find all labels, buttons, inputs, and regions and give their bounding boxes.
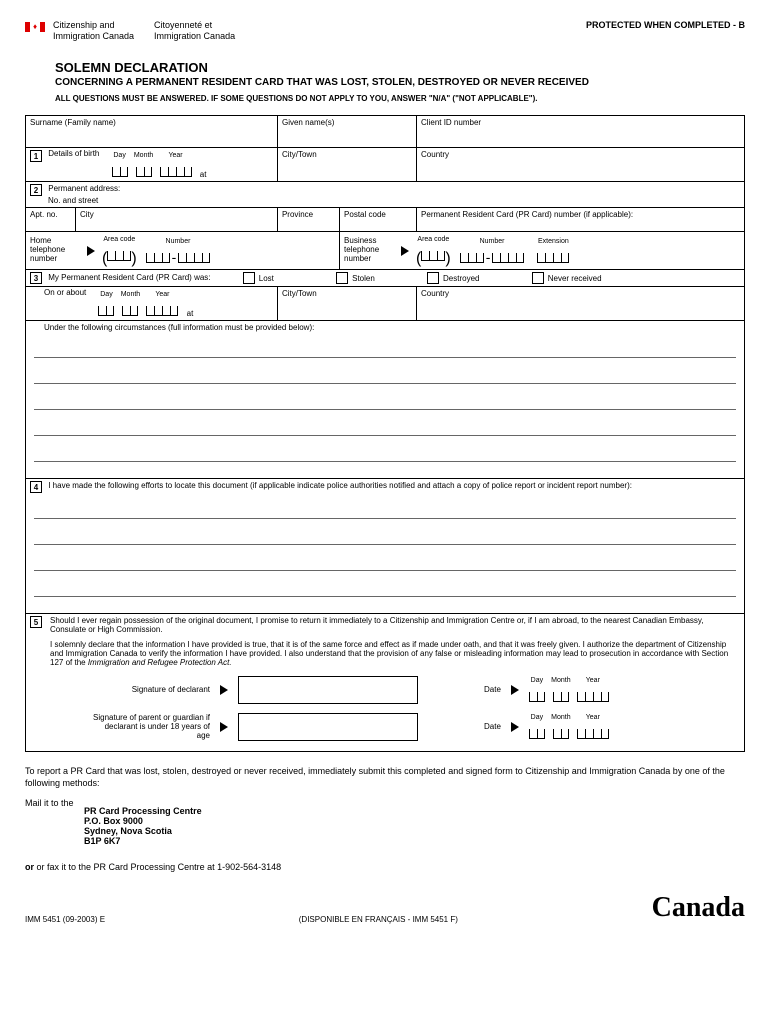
regain-text: Should I ever regain possession of the o…	[50, 616, 740, 634]
solemn-text: I solemnly declare that the information …	[50, 640, 740, 667]
form-number: IMM 5451 (09-2003) E	[25, 915, 105, 924]
page-footer: IMM 5451 (09-2003) E (DISPONIBLE EN FRAN…	[25, 892, 745, 924]
never-received-checkbox[interactable]	[532, 272, 544, 284]
form-title: SOLEMN DECLARATION	[55, 60, 745, 75]
business-phone-field[interactable]: Business telephone number Area code() Nu…	[340, 231, 745, 270]
city-field[interactable]: City	[76, 207, 278, 231]
form-table: Surname (Family name) Given name(s) Clie…	[25, 115, 745, 753]
french-availability: (DISPONIBLE EN FRANÇAIS - IMM 5451 F)	[299, 915, 458, 924]
footer-report-text: To report a PR Card that was lost, stole…	[25, 766, 745, 789]
incident-country-field[interactable]: Country	[417, 287, 745, 321]
mail-instruction: Mail it to the PR Card Processing Centre…	[25, 798, 745, 854]
lost-checkbox[interactable]	[243, 272, 255, 284]
client-id-field[interactable]: Client ID number	[417, 115, 745, 147]
pr-card-status-row: 3 My Permanent Resident Card (PR Card) w…	[26, 270, 745, 287]
postal-field[interactable]: Postal code	[340, 207, 417, 231]
section-3-number: 3	[30, 272, 42, 284]
arrow-icon	[511, 722, 519, 732]
form-subtitle: CONCERNING A PERMANENT RESIDENT CARD THA…	[55, 77, 745, 88]
on-about-date-field[interactable]: On or about Day Month Year at	[26, 287, 278, 321]
declarant-signature-row: Signature of declarant Date Day Month Ye…	[90, 675, 740, 704]
dept-en-line1: Citizenship and	[53, 20, 134, 31]
dob-row[interactable]: 1 Details of birth Day Month Year at	[26, 147, 278, 181]
declaration-section: 5 Should I ever regain possession of the…	[26, 614, 745, 752]
guardian-signature-row: Signature of parent or guardian if decla…	[90, 712, 740, 741]
dept-logo-section: Citizenship and Immigration Canada Citoy…	[25, 20, 235, 42]
section-4-number: 4	[30, 481, 42, 493]
declarant-signature-box[interactable]	[238, 676, 418, 704]
birth-country-field[interactable]: Country	[417, 147, 745, 181]
protected-label: PROTECTED WHEN COMPLETED - B	[586, 20, 745, 30]
surname-field[interactable]: Surname (Family name)	[26, 115, 278, 147]
dept-fr-line1: Citoyenneté et	[154, 20, 235, 31]
section-2-number: 2	[30, 184, 42, 196]
arrow-icon	[401, 246, 409, 256]
birth-city-field[interactable]: City/Town	[277, 147, 416, 181]
efforts-field[interactable]: 4 I have made the following efforts to l…	[26, 479, 745, 614]
guardian-signature-box[interactable]	[238, 713, 418, 741]
home-phone-field[interactable]: Home telephone number Area code() Number…	[26, 231, 340, 270]
declarant-date-field[interactable]: Day Month Year	[529, 675, 609, 704]
section-5-number: 5	[30, 616, 42, 628]
incident-city-field[interactable]: City/Town	[277, 287, 416, 321]
destroyed-checkbox[interactable]	[427, 272, 439, 284]
page-header: Citizenship and Immigration Canada Citoy…	[25, 20, 745, 42]
section-1-number: 1	[30, 150, 42, 162]
permanent-address-field[interactable]: 2 Permanent address: No. and street	[26, 181, 745, 207]
fax-instruction: or or fax it to the PR Card Processing C…	[25, 862, 745, 872]
guardian-date-field[interactable]: Day Month Year	[529, 712, 609, 741]
arrow-icon	[511, 685, 519, 695]
arrow-icon	[220, 685, 228, 695]
stolen-checkbox[interactable]	[336, 272, 348, 284]
arrow-icon	[220, 722, 228, 732]
circumstances-field[interactable]: Under the following circumstances (full …	[26, 321, 745, 479]
form-instruction: ALL QUESTIONS MUST BE ANSWERED. IF SOME …	[55, 94, 745, 103]
canada-flag-icon	[25, 22, 45, 32]
title-block: SOLEMN DECLARATION CONCERNING A PERMANEN…	[55, 60, 745, 103]
given-names-field[interactable]: Given name(s)	[277, 115, 416, 147]
apt-field[interactable]: Apt. no.	[26, 207, 76, 231]
canada-wordmark: Canada	[652, 892, 745, 924]
pr-card-number-field[interactable]: Permanent Resident Card (PR Card) number…	[417, 207, 745, 231]
arrow-icon	[87, 246, 95, 256]
dept-names: Citizenship and Immigration Canada Citoy…	[53, 20, 235, 42]
dept-fr-line2: Immigration Canada	[154, 31, 235, 42]
province-field[interactable]: Province	[277, 207, 339, 231]
dept-en-line2: Immigration Canada	[53, 31, 134, 42]
